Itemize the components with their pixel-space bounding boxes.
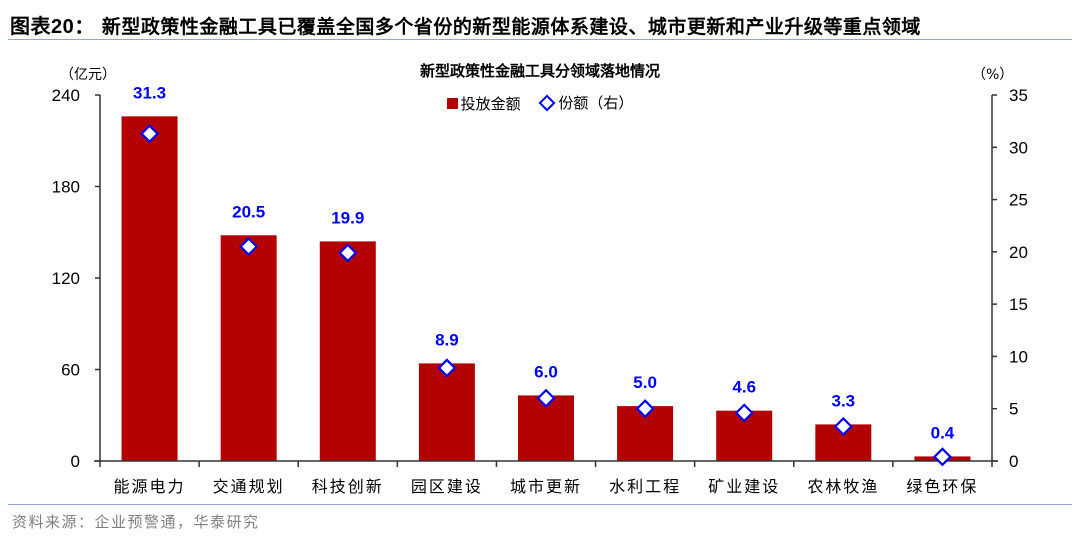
share-value-label: 3.3 (832, 391, 856, 410)
share-value-label: 4.6 (732, 378, 756, 397)
category-label: 水利工程 (609, 477, 681, 496)
figure-title-text: 新型政策性金融工具已覆盖全国多个省份的新型能源体系建设、城市更新和产业升级等重点… (101, 16, 921, 38)
share-value-label: 5.0 (633, 373, 657, 392)
bottom-rule (8, 504, 1072, 505)
legend-label-share: 份额（右） (558, 94, 634, 112)
share-value-label: 19.9 (331, 208, 364, 227)
diamond-marker-icon (635, 399, 655, 419)
top-rule (8, 39, 1072, 40)
bar (121, 116, 178, 461)
category-label: 交通规划 (213, 477, 285, 496)
legend: 投放金额 份额（右） (0, 92, 1080, 114)
share-value-label: 6.0 (534, 362, 558, 381)
left-tick-label: 60 (61, 361, 80, 380)
share-value-label: 31.3 (133, 83, 166, 102)
share-value-label: 20.5 (232, 202, 265, 221)
legend-label-amount: 投放金额 (460, 94, 521, 113)
left-tick-label: 0 (71, 452, 80, 471)
share-value-label: 8.9 (435, 330, 459, 349)
figure-title: 图表20： 新型政策性金融工具已覆盖全国多个省份的新型能源体系建设、城市更新和产… (10, 10, 921, 39)
bar (220, 235, 277, 461)
diamond-marker-icon (338, 243, 358, 263)
right-tick-label: 10 (1009, 347, 1028, 366)
figure-label: 图表20： (10, 16, 95, 38)
right-axis-unit: （%） (972, 67, 1014, 83)
legend-item-amount: 投放金额 (446, 93, 521, 114)
right-tick-label: 25 (1009, 191, 1028, 210)
diamond-marker-icon (139, 124, 160, 144)
right-tick-label: 30 (1009, 138, 1028, 157)
diamond-marker-icon (536, 388, 556, 408)
right-tick-label: 5 (1009, 400, 1018, 419)
category-label: 矿业建设 (708, 477, 780, 496)
diamond-marker-icon (437, 358, 457, 378)
legend-bar-swatch-icon (446, 97, 458, 109)
category-label: 园区建设 (411, 477, 483, 496)
diamond-marker-icon (734, 403, 754, 423)
left-tick-label: 240 (52, 86, 80, 105)
category-label: 能源电力 (114, 477, 186, 496)
diamond-marker-icon (932, 447, 953, 467)
right-tick-label: 35 (1009, 86, 1028, 105)
diamond-marker-icon (239, 237, 259, 257)
right-tick-label: 0 (1009, 452, 1018, 471)
left-tick-label: 120 (52, 269, 80, 288)
left-axis-unit: （亿元） (60, 67, 116, 83)
bar (418, 363, 475, 461)
bar (319, 241, 376, 461)
left-tick-label: 180 (52, 178, 80, 197)
category-label: 绿色环保 (906, 477, 978, 496)
category-label: 科技创新 (312, 477, 384, 496)
diamond-marker-icon (833, 416, 853, 437)
category-label: 农林牧渔 (807, 477, 879, 496)
category-label: 城市更新 (510, 477, 582, 496)
share-value-label: 0.4 (931, 423, 955, 442)
source-note: 资料来源：企业预警通，华泰研究 (12, 513, 260, 531)
right-tick-label: 20 (1009, 243, 1028, 262)
right-tick-label: 15 (1009, 295, 1028, 314)
legend-item-share: 份额（右） (538, 92, 634, 113)
chart-title: 新型政策性金融工具分领域落地情况 (419, 62, 660, 80)
